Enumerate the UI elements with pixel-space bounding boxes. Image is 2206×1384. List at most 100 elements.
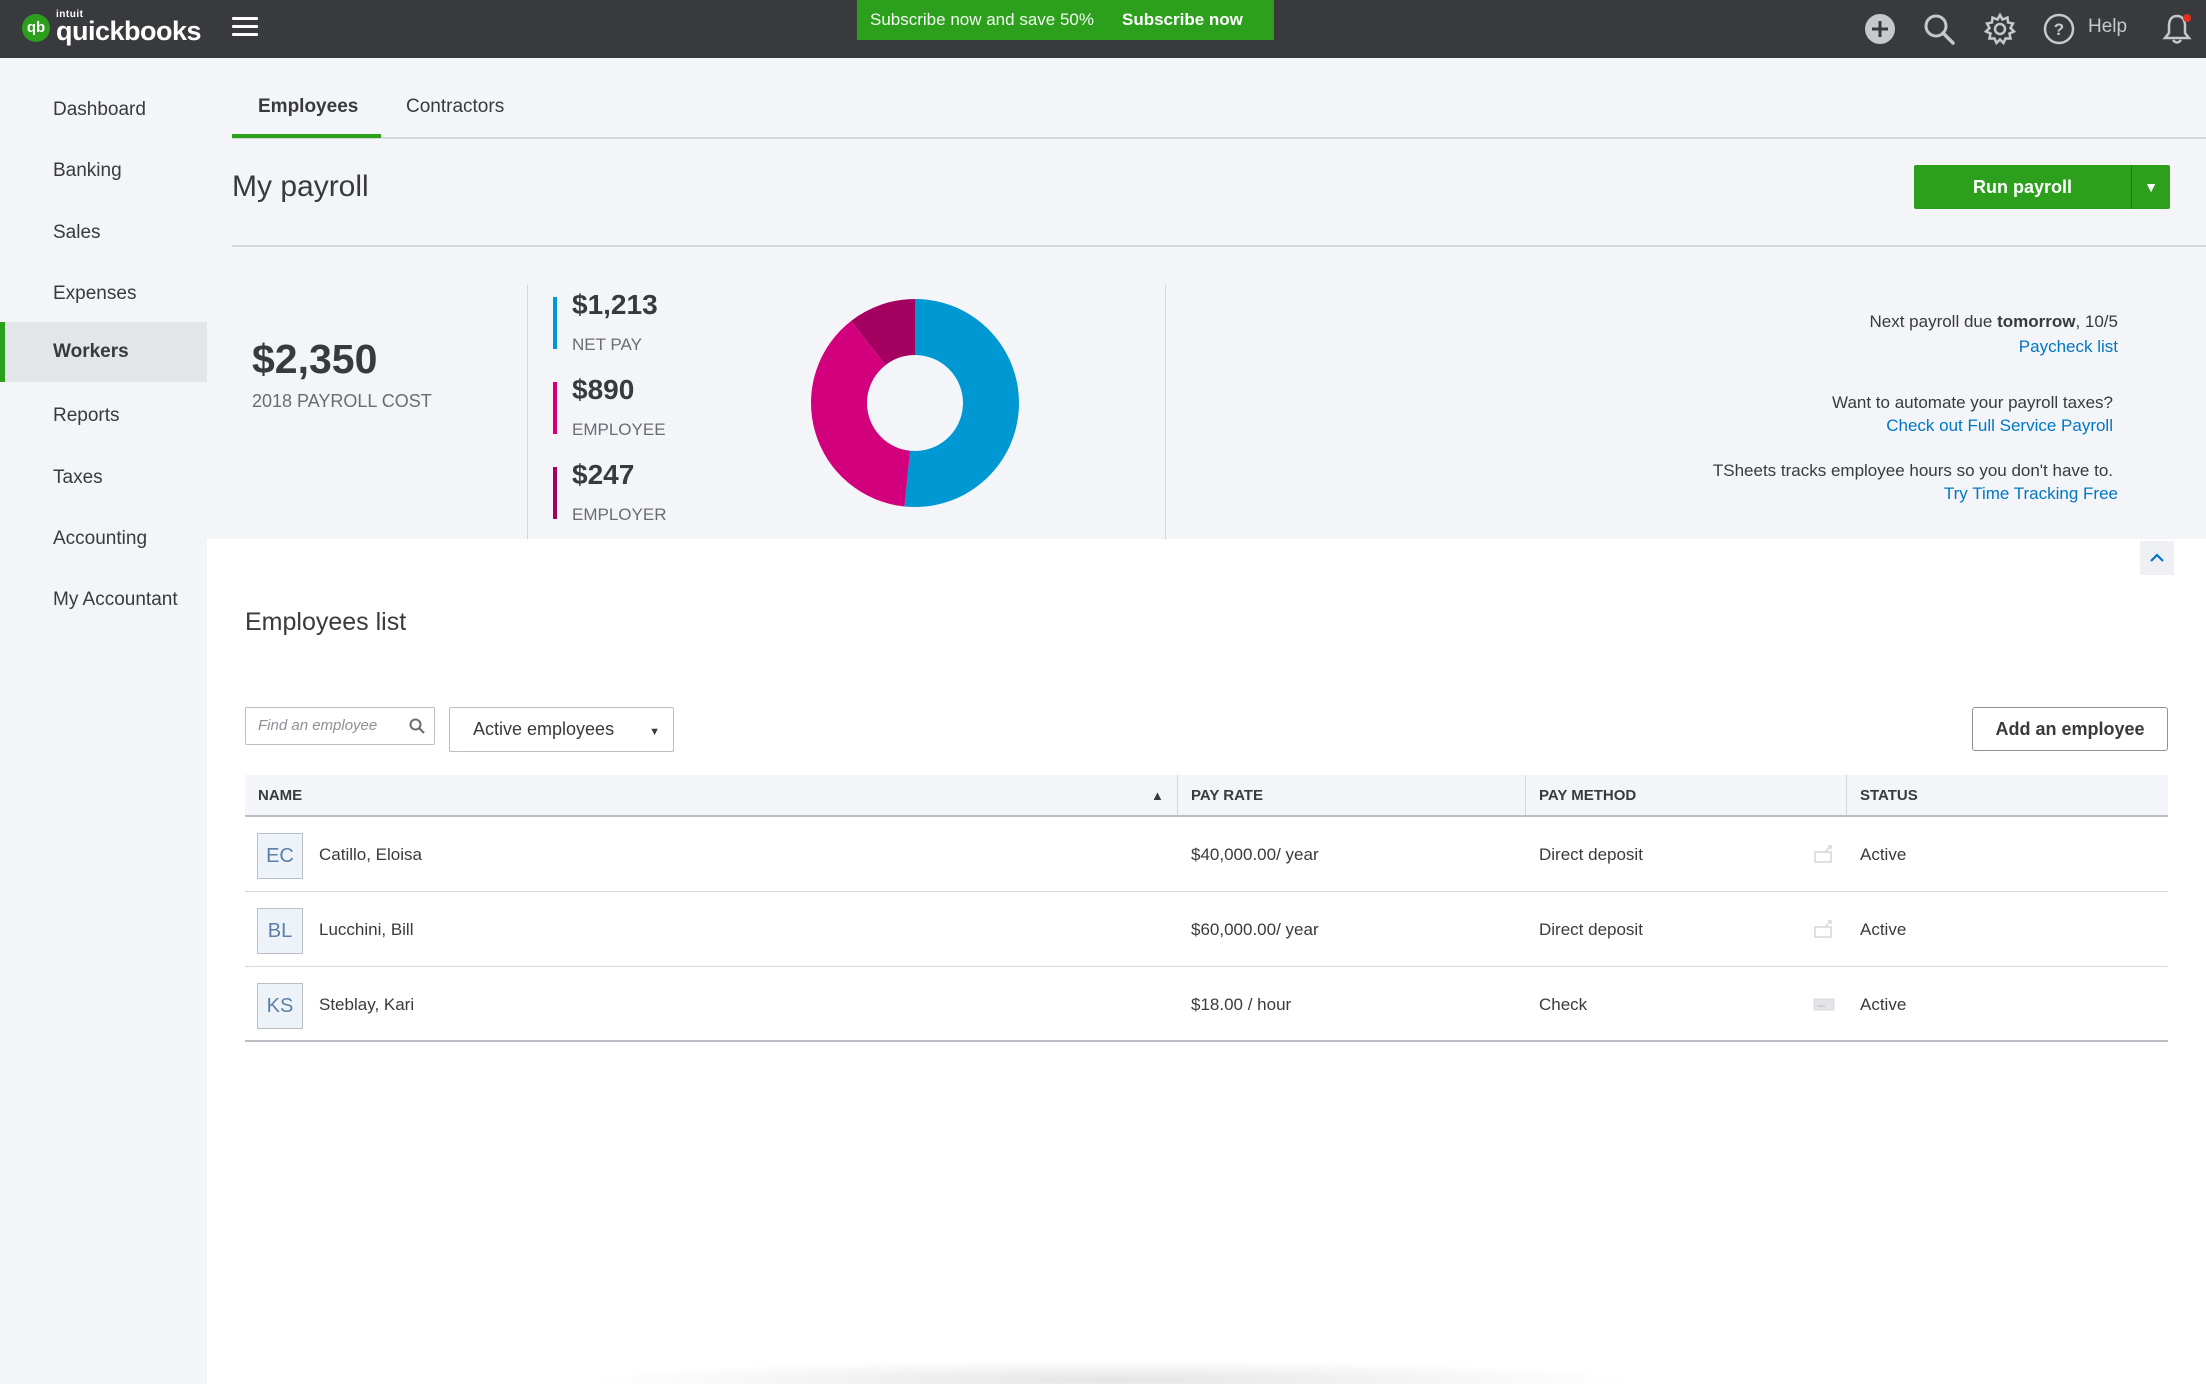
sidebar-item-workers[interactable]: Workers [0,322,207,382]
tab-employees[interactable]: Employees [258,96,359,117]
paycheck-list-link[interactable]: Paycheck list [2018,337,2118,356]
search-icon[interactable] [408,717,426,735]
avatar: KS [257,983,303,1029]
info-divider [1165,285,1166,539]
donut-slice-net-pay [904,299,1019,507]
run-payroll-button[interactable]: Run payroll [1914,165,2132,209]
header-divider [232,245,2206,247]
employees-table-header: NAME ▲ PAY RATE PAY METHOD STATUS [245,775,2168,817]
sidebar-item-taxes[interactable]: Taxes [53,467,103,488]
payroll-donut-chart [810,299,1019,507]
pay-rate: $18.00 / hour [1191,994,1292,1014]
pay-rate: $60,000.00/ year [1191,919,1319,939]
gear-icon[interactable] [1983,12,2017,46]
pay-method: Check [1539,994,1588,1014]
help-icon[interactable]: ? [2042,12,2076,46]
status: Active [1860,844,1907,864]
column-pay-rate[interactable]: PAY RATE [1191,786,1263,804]
qb-logo-icon: qb [22,13,50,42]
subscribe-now-button[interactable]: Subscribe now [1121,10,1243,29]
run-payroll-dropdown-icon[interactable]: ▼ [2144,179,2158,195]
employee-color-bar [553,382,557,434]
search-icon[interactable] [1922,12,1956,46]
sidebar-item-sales[interactable]: Sales [53,222,101,243]
sidebar-item-accounting[interactable]: Accounting [53,528,148,549]
total-payroll-label: 2018 PAYROLL COST [252,391,432,411]
net-pay-color-bar [553,297,557,349]
employee-status-filter-value: Active employees [473,719,615,739]
column-name[interactable]: NAME [258,786,303,804]
employee-label: EMPLOYEE [572,420,666,439]
employee-status-filter[interactable]: Active employees ▼ [449,707,674,752]
pay-rate: $40,000.00/ year [1191,844,1319,864]
table-row[interactable]: EC Catillo, Eloisa $40,000.00/ year Dire… [245,817,2168,892]
time-tracking-link[interactable]: Try Time Tracking Free [1943,484,2118,503]
tsheets-text: TSheets tracks employee hours so you don… [1712,461,2113,480]
full-service-payroll-link[interactable]: Check out Full Service Payroll [1886,416,2113,435]
automate-info: Want to automate your payroll taxes? Che… [1832,393,2113,436]
tab-contractors[interactable]: Contractors [406,96,505,117]
employer-color-bar [553,467,557,519]
sort-ascending-icon[interactable]: ▲ [1151,788,1164,803]
breakdown-employee: $890 EMPLOYEE [553,374,693,444]
logo-brand: quickbooks [56,16,202,46]
promo-text: Subscribe now and save 50% [870,10,1094,29]
plus-circle-icon[interactable] [1863,12,1897,46]
tabs-divider [232,137,2206,139]
employer-amount: $247 [572,459,635,490]
status: Active [1860,919,1907,939]
employee-name-link[interactable]: Steblay, Kari [319,994,415,1014]
employee-search-input[interactable] [246,708,396,742]
top-bar: qb intuit quickbooks Subscribe now and s… [0,0,2206,58]
column-status[interactable]: STATUS [1860,786,1918,804]
sidebar-item-my-accountant[interactable]: My Accountant [53,589,178,610]
breakdown-employer: $247 EMPLOYER [553,459,693,529]
pay-method: Direct deposit [1539,919,1643,939]
automate-text: Want to automate your payroll taxes? [1832,393,2113,412]
status: Active [1860,994,1907,1014]
employees-list-title: Employees list [245,608,407,636]
sidebar-item-banking[interactable]: Banking [53,160,122,181]
next-payroll-date: , 10/5 [2075,312,2118,331]
table-row[interactable]: BL Lucchini, Bill $60,000.00/ year Direc… [245,892,2168,967]
donut-slice-employer [851,299,915,366]
page-title: My payroll [232,170,369,203]
table-row[interactable]: KS Steblay, Kari $18.00 / hour Check Act… [245,967,2168,1042]
help-label[interactable]: Help [2088,16,2128,37]
next-payroll-prefix: Next payroll due [1869,312,1998,331]
summary-divider [527,285,528,539]
chevron-up-icon[interactable] [2140,541,2174,575]
caret-down-icon: ▼ [649,726,660,738]
net-pay-amount: $1,213 [572,289,658,320]
sidebar: Dashboard Banking Sales Expenses Workers… [0,58,207,1384]
avatar: EC [257,833,303,879]
donut-slice-employee [810,320,911,507]
avatar: BL [257,908,303,954]
pay-method: Direct deposit [1539,844,1643,864]
employee-name-link[interactable]: Catillo, Eloisa [319,844,422,864]
employee-amount: $890 [572,374,635,405]
breakdown-net-pay: $1,213 NET PAY [553,289,693,359]
svg-text:?: ? [2054,20,2064,39]
employer-label: EMPLOYER [572,505,667,524]
bell-icon[interactable] [2160,12,2194,46]
sidebar-item-expenses[interactable]: Expenses [53,283,137,304]
add-employee-button[interactable]: Add an employee [1972,707,2168,751]
active-tab-indicator [232,134,381,138]
promo-banner: Subscribe now and save 50% Subscribe now [857,0,1274,40]
sidebar-item-reports[interactable]: Reports [53,405,120,426]
total-payroll-cost: $2,350 [252,336,378,382]
employee-search-field [245,707,435,745]
employees-panel [207,539,2206,1384]
logo-brand-small: intuit [56,9,84,20]
tsheets-info: TSheets tracks employee hours so you don… [1713,461,2118,504]
quickbooks-logo[interactable]: qb intuit quickbooks [22,9,202,46]
next-payroll-info: Next payroll due tomorrow, 10/5 Paycheck… [1869,312,2118,357]
sidebar-item-dashboard[interactable]: Dashboard [53,99,146,120]
column-pay-method[interactable]: PAY METHOD [1539,786,1637,804]
net-pay-label: NET PAY [572,335,642,354]
check-icon [1813,998,1835,1011]
hamburger-icon[interactable] [232,17,258,37]
employee-name-link[interactable]: Lucchini, Bill [319,919,414,939]
next-payroll-when: tomorrow [1997,312,2076,331]
